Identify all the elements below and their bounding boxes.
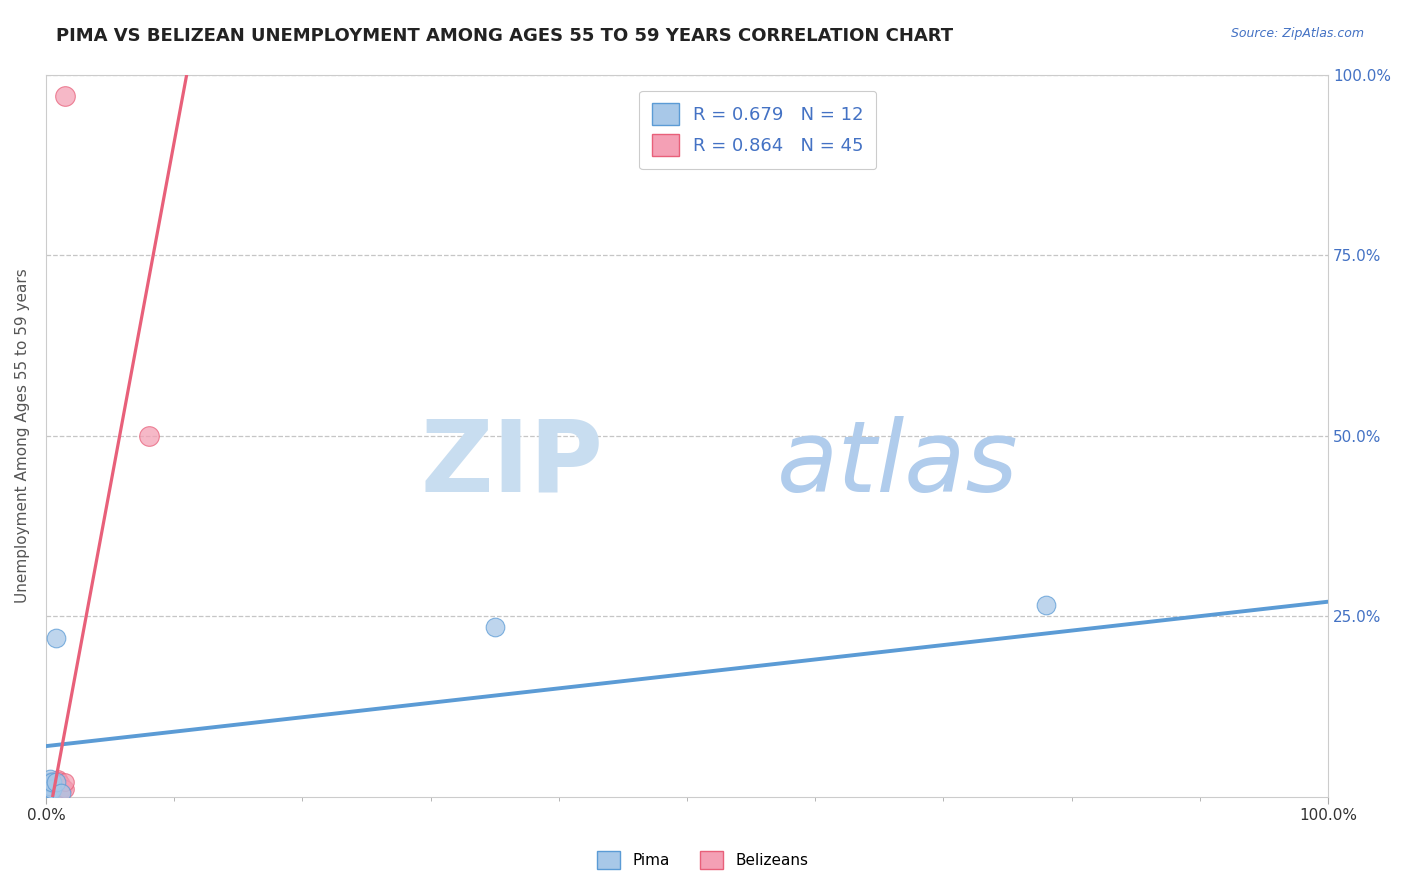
Point [41, 775, 63, 789]
Point [45, 631, 67, 645]
Point [39, 782, 62, 797]
Point [52, 780, 75, 795]
Point [38, 786, 60, 800]
Point [45, 786, 67, 800]
Point [42, 784, 65, 798]
Point [45, 783, 67, 797]
Point [53, 89, 76, 103]
Point [41, 784, 63, 798]
Point [38, 782, 60, 797]
Point [51, 782, 73, 797]
Point [44, 786, 66, 800]
Point [38, 786, 60, 800]
Point [45, 780, 67, 794]
Point [44, 779, 66, 793]
Point [1035, 599, 1057, 613]
Point [41, 777, 63, 791]
Point [48, 779, 70, 793]
Point [138, 428, 160, 442]
Point [49, 779, 72, 793]
Point [38, 779, 60, 793]
Point [46, 772, 69, 786]
Point [42, 780, 65, 795]
Point [51, 786, 73, 800]
Point [46, 777, 69, 791]
Point [41, 786, 63, 800]
Point [38, 772, 60, 786]
Point [48, 782, 70, 797]
Point [41, 780, 63, 795]
Point [48, 773, 70, 788]
Legend: Pima, Belizeans: Pima, Belizeans [592, 845, 814, 875]
Point [41, 782, 63, 797]
Point [39, 784, 62, 798]
Point [46, 786, 69, 800]
Text: ZIP: ZIP [420, 416, 603, 513]
Point [46, 784, 69, 798]
Point [46, 780, 69, 795]
Point [484, 620, 506, 634]
Point [39, 779, 62, 793]
Point [38, 786, 60, 800]
Text: PIMA VS BELIZEAN UNEMPLOYMENT AMONG AGES 55 TO 59 YEARS CORRELATION CHART: PIMA VS BELIZEAN UNEMPLOYMENT AMONG AGES… [56, 27, 953, 45]
Point [53, 775, 76, 789]
Point [53, 782, 76, 797]
Point [38, 775, 60, 789]
Point [45, 775, 67, 789]
Text: Source: ZipAtlas.com: Source: ZipAtlas.com [1230, 27, 1364, 40]
Point [39, 786, 62, 800]
Point [42, 786, 65, 800]
Point [41, 781, 63, 796]
Point [41, 773, 63, 788]
Legend: R = 0.679   N = 12, R = 0.864   N = 45: R = 0.679 N = 12, R = 0.864 N = 45 [638, 91, 876, 169]
Point [41, 779, 63, 793]
Point [51, 777, 73, 791]
Point [44, 775, 66, 789]
Point [44, 784, 66, 798]
Point [42, 778, 65, 792]
Point [41, 783, 63, 797]
Point [38, 782, 60, 797]
Point [44, 781, 66, 796]
Point [48, 785, 70, 799]
Point [38, 784, 60, 798]
Point [49, 784, 72, 798]
Point [38, 780, 60, 795]
Text: atlas: atlas [776, 416, 1018, 513]
Y-axis label: Unemployment Among Ages 55 to 59 years: Unemployment Among Ages 55 to 59 years [15, 268, 30, 603]
